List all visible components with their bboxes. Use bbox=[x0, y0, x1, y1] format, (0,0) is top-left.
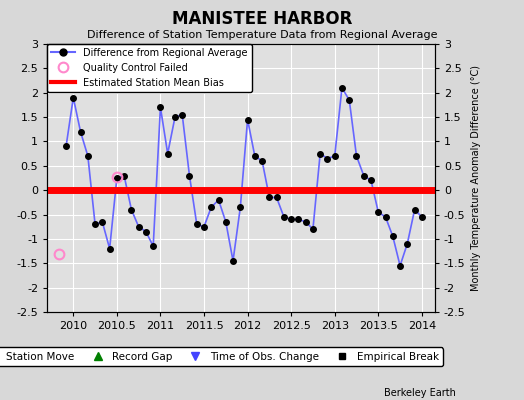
Text: MANISTEE HARBOR: MANISTEE HARBOR bbox=[172, 10, 352, 28]
Legend: Station Move, Record Gap, Time of Obs. Change, Empirical Break: Station Move, Record Gap, Time of Obs. C… bbox=[0, 348, 443, 366]
Text: Difference of Station Temperature Data from Regional Average: Difference of Station Temperature Data f… bbox=[87, 30, 437, 40]
Text: Berkeley Earth: Berkeley Earth bbox=[384, 388, 456, 398]
Y-axis label: Monthly Temperature Anomaly Difference (°C): Monthly Temperature Anomaly Difference (… bbox=[471, 65, 481, 291]
